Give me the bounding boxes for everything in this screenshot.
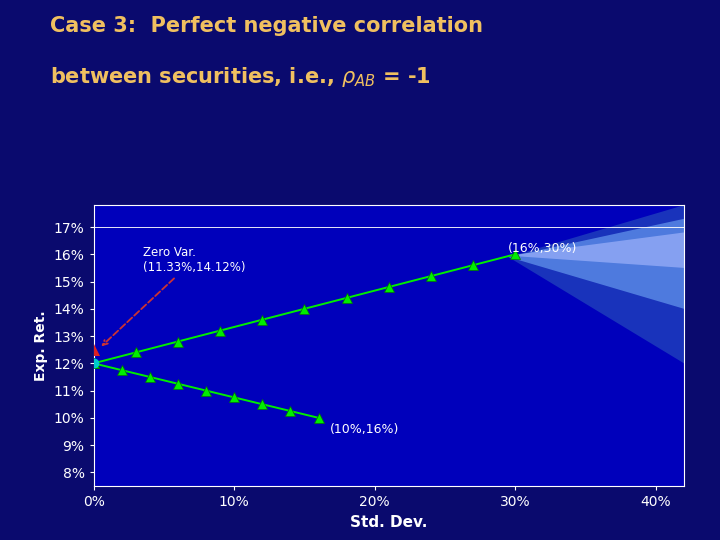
Text: Zero Var.
(11.33%,14.12%): Zero Var. (11.33%,14.12%) [103,246,246,345]
Text: between securities, i.e., $\rho_{AB}$ = -1: between securities, i.e., $\rho_{AB}$ = … [50,65,431,89]
Text: Case 3:  Perfect negative correlation: Case 3: Perfect negative correlation [50,16,483,36]
Polygon shape [508,219,684,309]
Polygon shape [508,205,684,363]
X-axis label: Std. Dev.: Std. Dev. [350,515,428,530]
Text: (16%,30%): (16%,30%) [508,242,577,255]
Polygon shape [508,232,684,268]
Y-axis label: Exp. Ret.: Exp. Ret. [34,310,48,381]
Text: (10%,16%): (10%,16%) [330,423,399,436]
